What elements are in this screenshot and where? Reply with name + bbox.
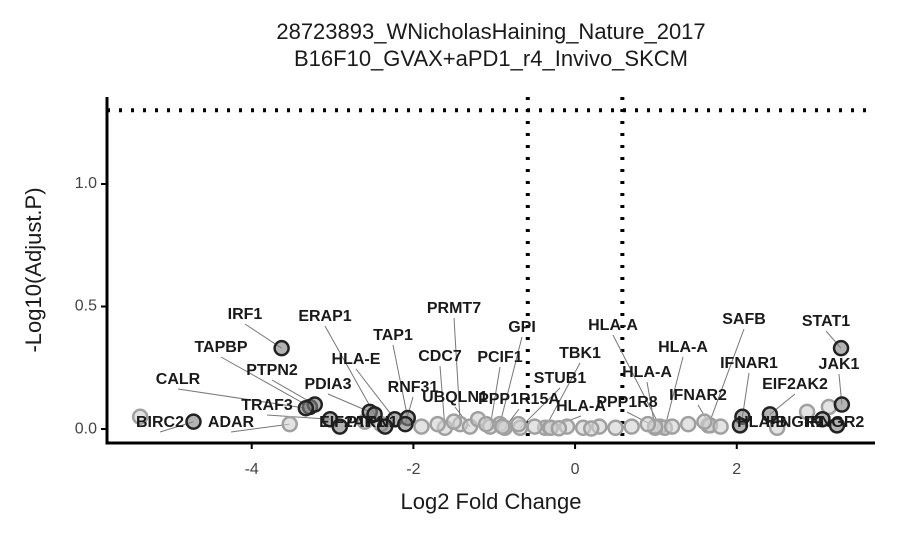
point-label: RNF31 (388, 379, 439, 396)
point (413, 418, 430, 435)
point (131, 408, 149, 426)
point-label: EIF2AK2 (762, 376, 828, 393)
point (526, 418, 543, 435)
point-label: PTPN1 (346, 414, 398, 431)
point-label: TAP1 (373, 327, 413, 344)
point-label: STUB1 (534, 370, 587, 387)
x-tick-label: 0 (571, 461, 580, 478)
point-label: UBQLN1 (422, 389, 488, 406)
point-label: BIRC2 (136, 414, 184, 431)
point-label: IRF1 (228, 306, 263, 323)
point (814, 410, 831, 428)
point (185, 413, 202, 430)
label-connector (230, 423, 290, 433)
point (832, 339, 850, 357)
y-tick-label: 1.0 (75, 175, 97, 192)
point-label: HLA-A (658, 339, 708, 356)
point-label: IFNAR2 (669, 387, 727, 404)
point (281, 415, 298, 433)
point (477, 415, 495, 433)
point (376, 418, 394, 435)
y-tick-label: 0.0 (75, 420, 97, 437)
point-label: PDIA3 (304, 376, 351, 393)
point-label: PCIF1 (477, 349, 522, 366)
y-axis-title: -Log10(Adjust.P) (21, 187, 46, 352)
point (494, 418, 511, 435)
point-label: HLA-A (588, 317, 638, 334)
point (297, 399, 315, 417)
point (768, 419, 786, 437)
x-tick-label: -2 (406, 461, 420, 478)
label-connector (453, 317, 461, 425)
label-connector (519, 387, 561, 429)
point-label: IFNAR1 (720, 355, 778, 372)
point (731, 417, 749, 434)
point (582, 420, 600, 437)
x-tick-label: 2 (732, 461, 741, 478)
point (607, 419, 624, 437)
label-connector (355, 368, 396, 420)
point (623, 418, 640, 435)
point-label: TRAF3 (241, 397, 293, 414)
x-axis-title: Log2 Fold Change (400, 489, 581, 514)
point (663, 418, 681, 435)
point (445, 413, 463, 430)
label-connector (499, 336, 523, 425)
point-label: IFNGR2 (806, 414, 865, 431)
label-connector (177, 388, 306, 409)
point-label: GPI (508, 319, 536, 336)
point (833, 396, 851, 413)
point-label: HLA-B (737, 414, 787, 431)
label-connector (392, 344, 409, 419)
point (429, 415, 446, 433)
point-label: IFNGR1 (766, 414, 825, 431)
point-label: PPP1R15A (478, 391, 560, 408)
point-label: HLA-A (622, 364, 672, 381)
label-connector (544, 362, 581, 429)
label-connector (324, 325, 376, 415)
label-connector (707, 328, 745, 426)
point-label: SAFB (722, 311, 766, 328)
point-label: STAT1 (802, 313, 850, 330)
point-label: HLA-E (332, 351, 381, 368)
label-connector (266, 414, 331, 420)
point-label: ADAR (208, 414, 255, 431)
point-label: PPP1R8 (596, 394, 657, 411)
point (761, 406, 779, 423)
point (712, 418, 729, 435)
label-connector (489, 366, 501, 427)
point-label: CALR (156, 371, 201, 388)
point (273, 339, 290, 357)
point-label: TBK1 (559, 345, 601, 362)
x-tick-label: -4 (245, 461, 259, 478)
point (639, 415, 657, 433)
point (331, 418, 349, 435)
point (828, 417, 846, 434)
chart-title: 28723893_WNicholasHaining_Nature_2017 (276, 19, 705, 44)
point (510, 415, 527, 433)
point (550, 420, 568, 437)
label-connector (439, 365, 446, 428)
point-label: ERAP1 (298, 308, 351, 325)
label-connector (220, 356, 311, 408)
point-label: PRMT7 (427, 300, 481, 317)
point-label: TAPBP (194, 339, 247, 356)
chart-subtitle: B16F10_GVAX+aPD1_r4_Invivo_SKCM (294, 46, 688, 71)
point-label: PTPN2 (246, 362, 298, 379)
point-label: HLA-A (556, 398, 606, 415)
label-connector (664, 356, 684, 428)
point (696, 413, 713, 430)
y-tick-label: 0.5 (75, 298, 97, 315)
point-label: JAK1 (819, 356, 860, 373)
point-label: EIF2AK1 (319, 414, 385, 431)
point (366, 406, 383, 423)
point (397, 415, 414, 433)
point (680, 415, 697, 433)
point-label: CDC7 (418, 348, 462, 365)
point (798, 403, 816, 421)
